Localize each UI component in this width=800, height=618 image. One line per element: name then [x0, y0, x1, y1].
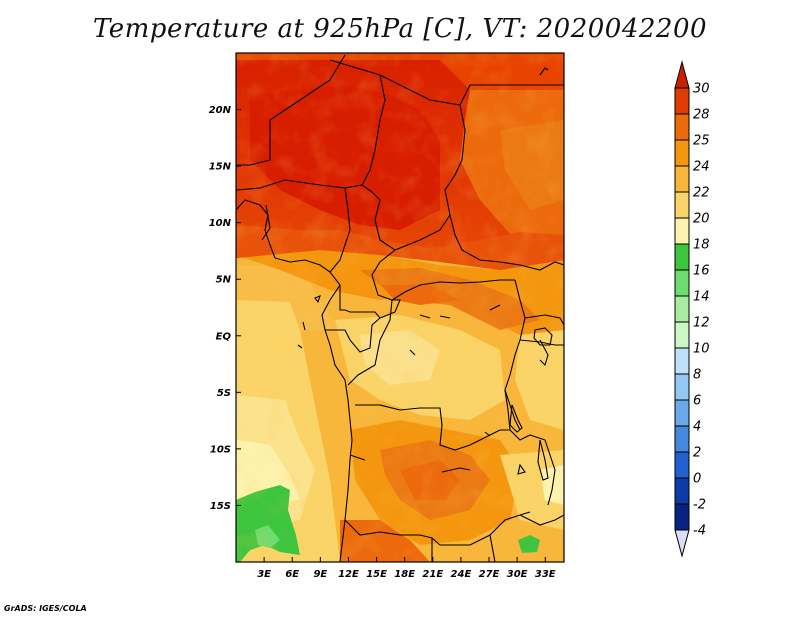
colorbar-box [674, 399, 690, 427]
lon-tick-label: 9E [313, 569, 327, 580]
colorbar-top-arrow [674, 60, 690, 89]
colorbar-label: 12 [693, 316, 710, 331]
colorbar-label: -2 [693, 498, 706, 513]
colorbar-box [674, 295, 690, 323]
colorbar-box [674, 191, 690, 219]
colorbar-box [674, 425, 690, 453]
colorbar-label: 10 [693, 342, 710, 357]
colorbar-label: 30 [693, 82, 710, 97]
colorbar-label: 28 [693, 108, 710, 123]
lon-tick-label: 6E [285, 569, 299, 580]
lon-tick-label: 18E [394, 569, 415, 580]
colorbar-box [674, 373, 690, 401]
colorbar-label: 16 [693, 264, 710, 279]
plot-frame [235, 52, 565, 563]
lon-tick-label: 27E [479, 569, 500, 580]
colorbar-label: 18 [693, 238, 710, 253]
colorbar-box [674, 477, 690, 505]
colorbar-box [674, 347, 690, 375]
lon-tick-label: 33E [535, 569, 556, 580]
longitude-axis: 3E 6E 9E 12E 15E 18E 21E 24E 27E 30E 33E [257, 557, 556, 580]
colorbar-label: 2 [693, 446, 701, 461]
lon-tick-label: 15E [366, 569, 387, 580]
country-boundaries [236, 54, 564, 562]
colorbar-box [674, 165, 690, 193]
lon-tick-label: 21E [422, 569, 443, 580]
colorbar-label: 20 [693, 212, 710, 227]
lat-tick-label: 5S [217, 388, 231, 399]
grads-credit: GrADS: IGES/COLA [4, 604, 87, 613]
colorbar-box [674, 269, 690, 297]
colorbar-label: 24 [693, 160, 710, 175]
lat-tick-label: 15S [210, 501, 231, 512]
colorbar-box [674, 243, 690, 271]
colorbar-label: 22 [693, 186, 710, 201]
colorbar-label: 0 [693, 472, 701, 487]
lon-tick-label: 3E [257, 569, 271, 580]
map-title: Temperature at 925hPa [C], VT: 202004220… [92, 14, 708, 44]
lon-tick-label: 30E [507, 569, 528, 580]
latitude-axis: 20N 15N 10N 5N EQ 5S 10S 15S [209, 105, 241, 512]
colorbar-label: 25 [693, 134, 710, 149]
colorbar-bottom-arrow [674, 529, 690, 558]
colorbar-box [674, 87, 690, 115]
lat-tick-label: 10N [209, 218, 232, 229]
colorbar-label: 8 [693, 368, 701, 383]
temperature-field [236, 53, 564, 562]
colorbar-label: 6 [693, 394, 701, 409]
lon-tick-label: 24E [451, 569, 472, 580]
colorbar-box [674, 139, 690, 167]
colorbar-box [674, 321, 690, 349]
lat-tick-label: 10S [210, 444, 231, 455]
lat-tick-label: 20N [209, 105, 232, 116]
colorbar-box [674, 217, 690, 245]
colorbar-box [674, 503, 690, 531]
colorbar-label: 4 [693, 420, 701, 435]
colorbar-box [674, 113, 690, 141]
lat-tick-label: EQ [216, 331, 232, 342]
lat-tick-label: 5N [216, 275, 232, 286]
colorbar-label: -4 [693, 524, 706, 539]
lat-tick-label: 15N [209, 162, 232, 173]
lon-tick-label: 12E [338, 569, 359, 580]
colorbar-label: 14 [693, 290, 710, 305]
colorbar-box [674, 451, 690, 479]
